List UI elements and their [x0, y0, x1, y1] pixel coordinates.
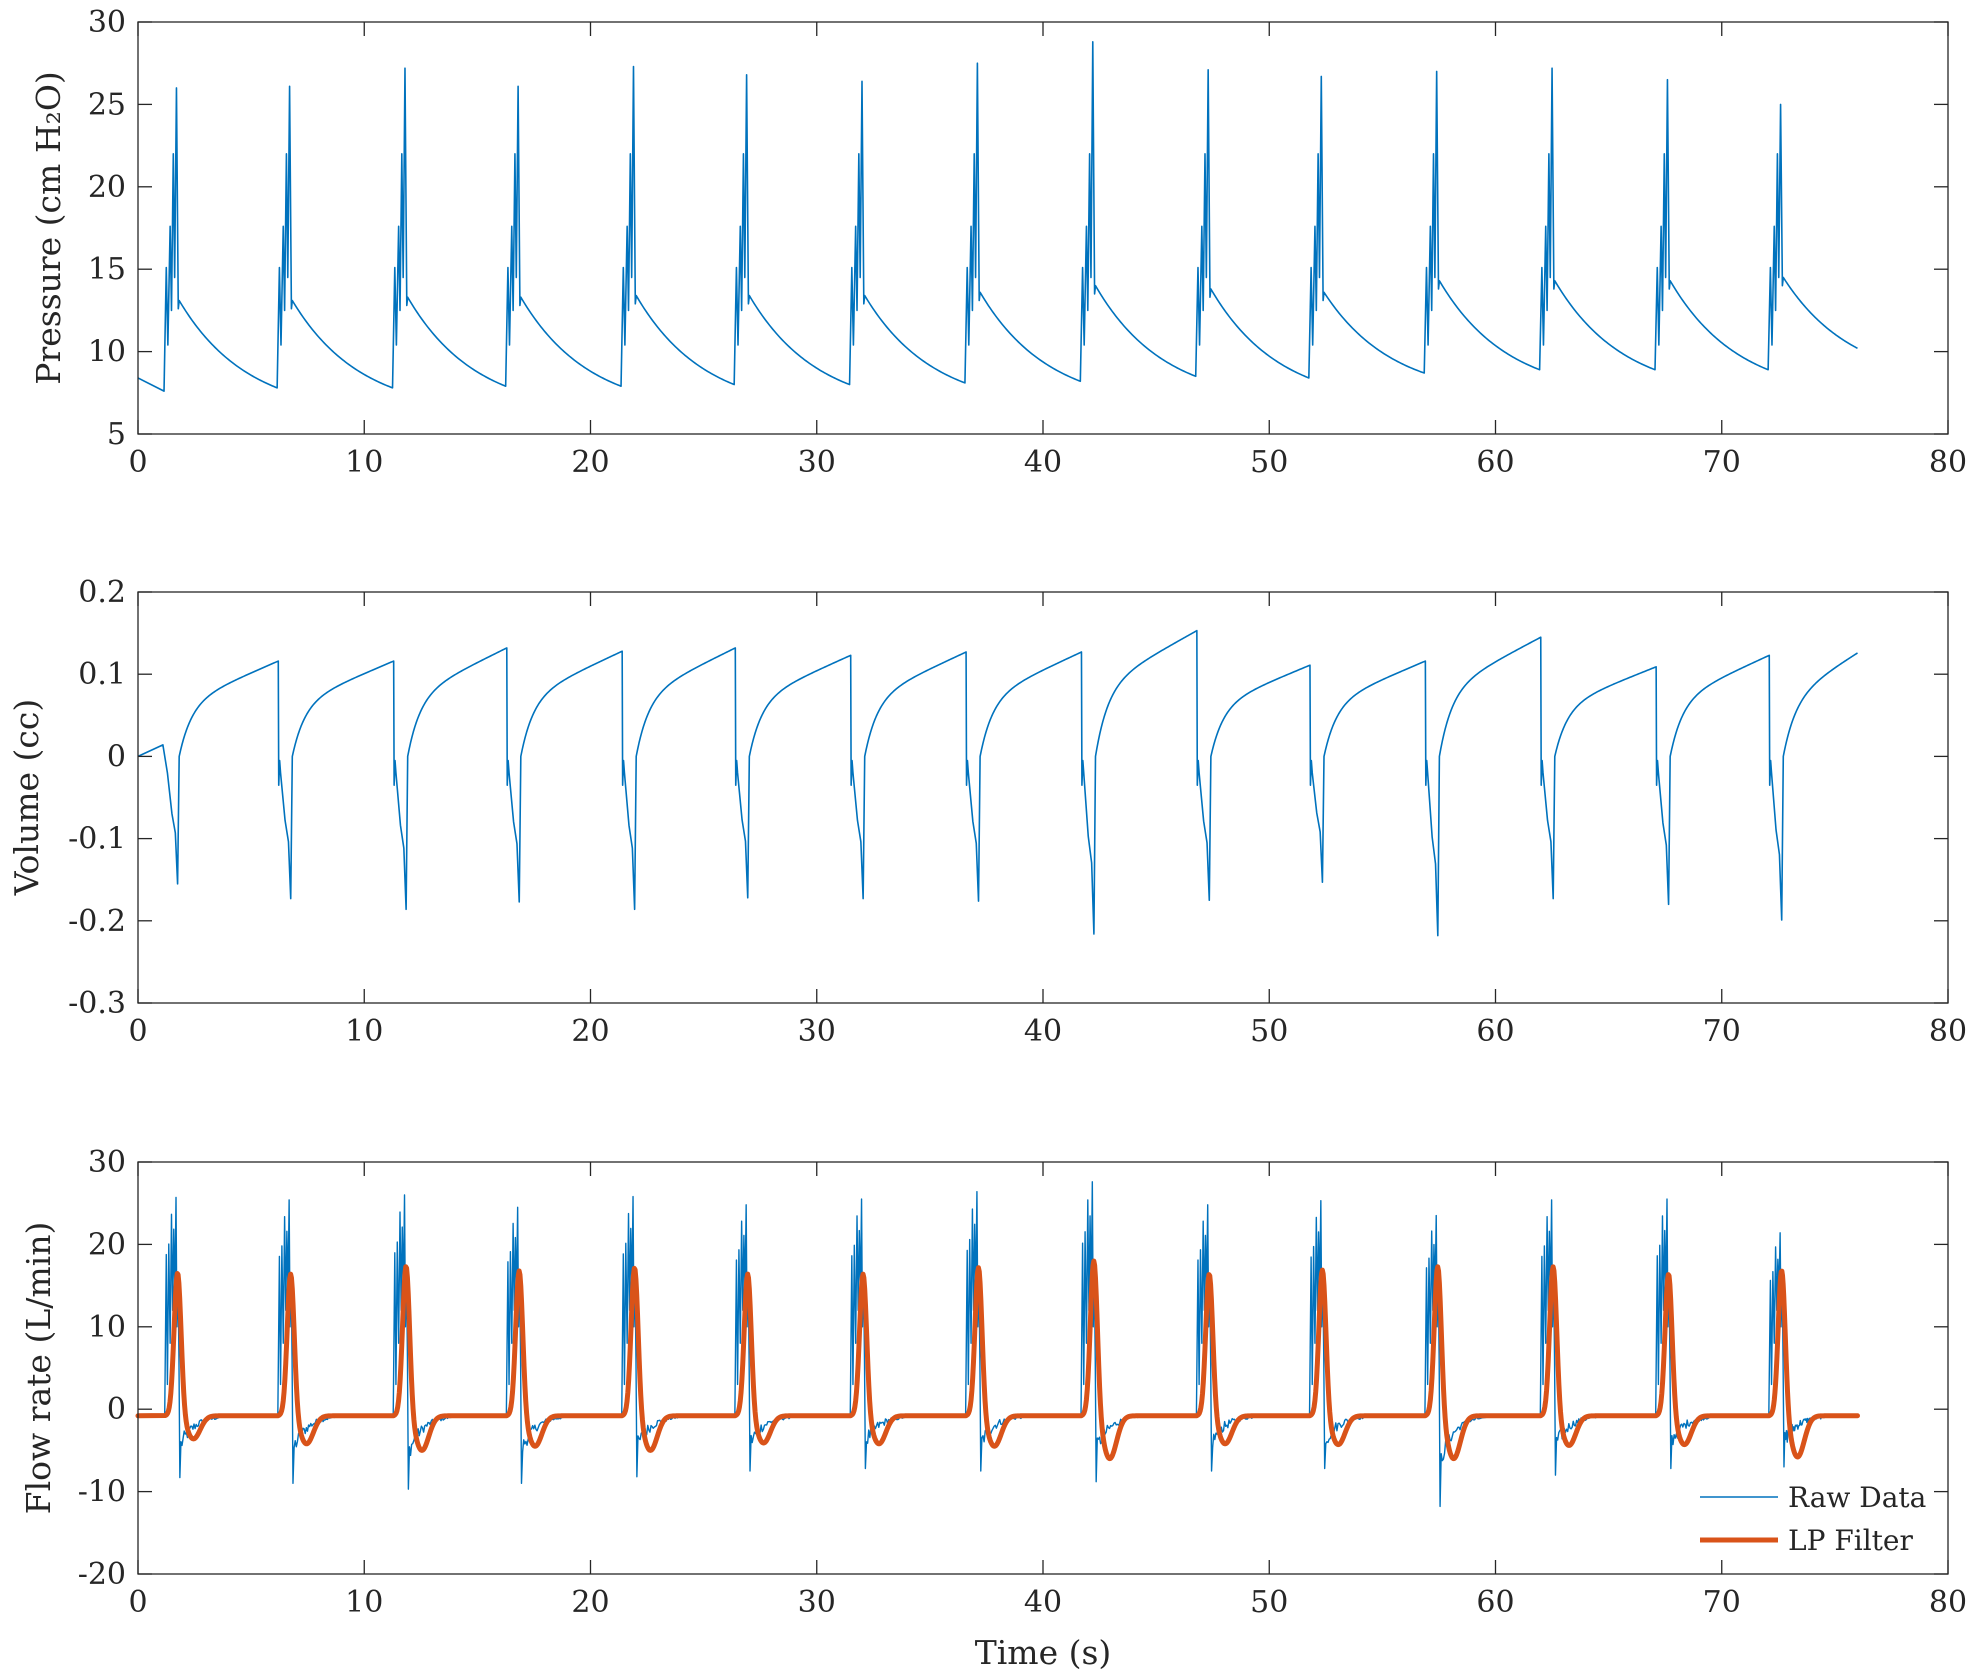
pressure-xtick-label: 60 — [1476, 445, 1514, 480]
volume-xtick-label: 70 — [1703, 1014, 1741, 1049]
volume-ytick-label: 0 — [107, 739, 126, 774]
pressure-ylabel: Pressure (cm H₂O) — [29, 71, 68, 385]
pressure-ytick-label: 15 — [88, 252, 126, 287]
flow-ytick-label: 30 — [88, 1145, 126, 1180]
legend-label-raw-data: Raw Data — [1788, 1481, 1926, 1514]
flow-xtick-label: 80 — [1929, 1585, 1967, 1620]
pressure-xtick-label: 40 — [1024, 445, 1062, 480]
flow-xtick-label: 50 — [1250, 1585, 1288, 1620]
volume-ytick-label: 0.1 — [78, 657, 126, 692]
volume-ylabel: Volume (cc) — [7, 699, 46, 897]
flow-ylabel: Flow rate (L/min) — [19, 1222, 58, 1515]
flow-xtick-label: 60 — [1476, 1585, 1514, 1620]
volume-ytick-label: -0.3 — [68, 986, 126, 1021]
volume-xtick-label: 0 — [128, 1014, 147, 1049]
pressure-ytick-label: 30 — [88, 5, 126, 40]
volume-ytick-label: -0.1 — [68, 822, 126, 857]
pressure-ytick-label: 5 — [107, 417, 126, 452]
volume-xtick-label: 20 — [571, 1014, 609, 1049]
pressure-xtick-label: 20 — [571, 445, 609, 480]
pressure-xtick-label: 50 — [1250, 445, 1288, 480]
volume-ytick-label: -0.2 — [68, 904, 126, 939]
flow-xtick-label: 20 — [571, 1585, 609, 1620]
volume-xtick-label: 80 — [1929, 1014, 1967, 1049]
volume-xtick-label: 30 — [798, 1014, 836, 1049]
flow-xtick-label: 70 — [1703, 1585, 1741, 1620]
flow-xtick-label: 30 — [798, 1585, 836, 1620]
flow-xtick-label: 10 — [345, 1585, 383, 1620]
flow-ytick-label: -20 — [78, 1557, 126, 1592]
pressure-ytick-label: 10 — [88, 335, 126, 370]
flow-xtick-label: 40 — [1024, 1585, 1062, 1620]
flow-ytick-label: -10 — [78, 1475, 126, 1510]
pressure-xtick-label: 0 — [128, 445, 147, 480]
flow-xlabel: Time (s) — [975, 1633, 1112, 1672]
volume-xtick-label: 60 — [1476, 1014, 1514, 1049]
pressure-xtick-label: 70 — [1703, 445, 1741, 480]
pressure-ytick-label: 20 — [88, 170, 126, 205]
legend-label-lp-filter: LP Filter — [1788, 1524, 1913, 1557]
pressure-xtick-label: 80 — [1929, 445, 1967, 480]
pressure-ytick-label: 25 — [88, 87, 126, 122]
volume-ytick-label: 0.2 — [78, 575, 126, 610]
flow-ytick-label: 10 — [88, 1310, 126, 1345]
volume-xtick-label: 10 — [345, 1014, 383, 1049]
flow-ytick-label: 0 — [107, 1392, 126, 1427]
flow-xtick-label: 0 — [128, 1585, 147, 1620]
flow-ytick-label: 20 — [88, 1227, 126, 1262]
volume-xtick-label: 50 — [1250, 1014, 1288, 1049]
volume-xtick-label: 40 — [1024, 1014, 1062, 1049]
pressure-xtick-label: 10 — [345, 445, 383, 480]
pressure-xtick-label: 30 — [798, 445, 836, 480]
